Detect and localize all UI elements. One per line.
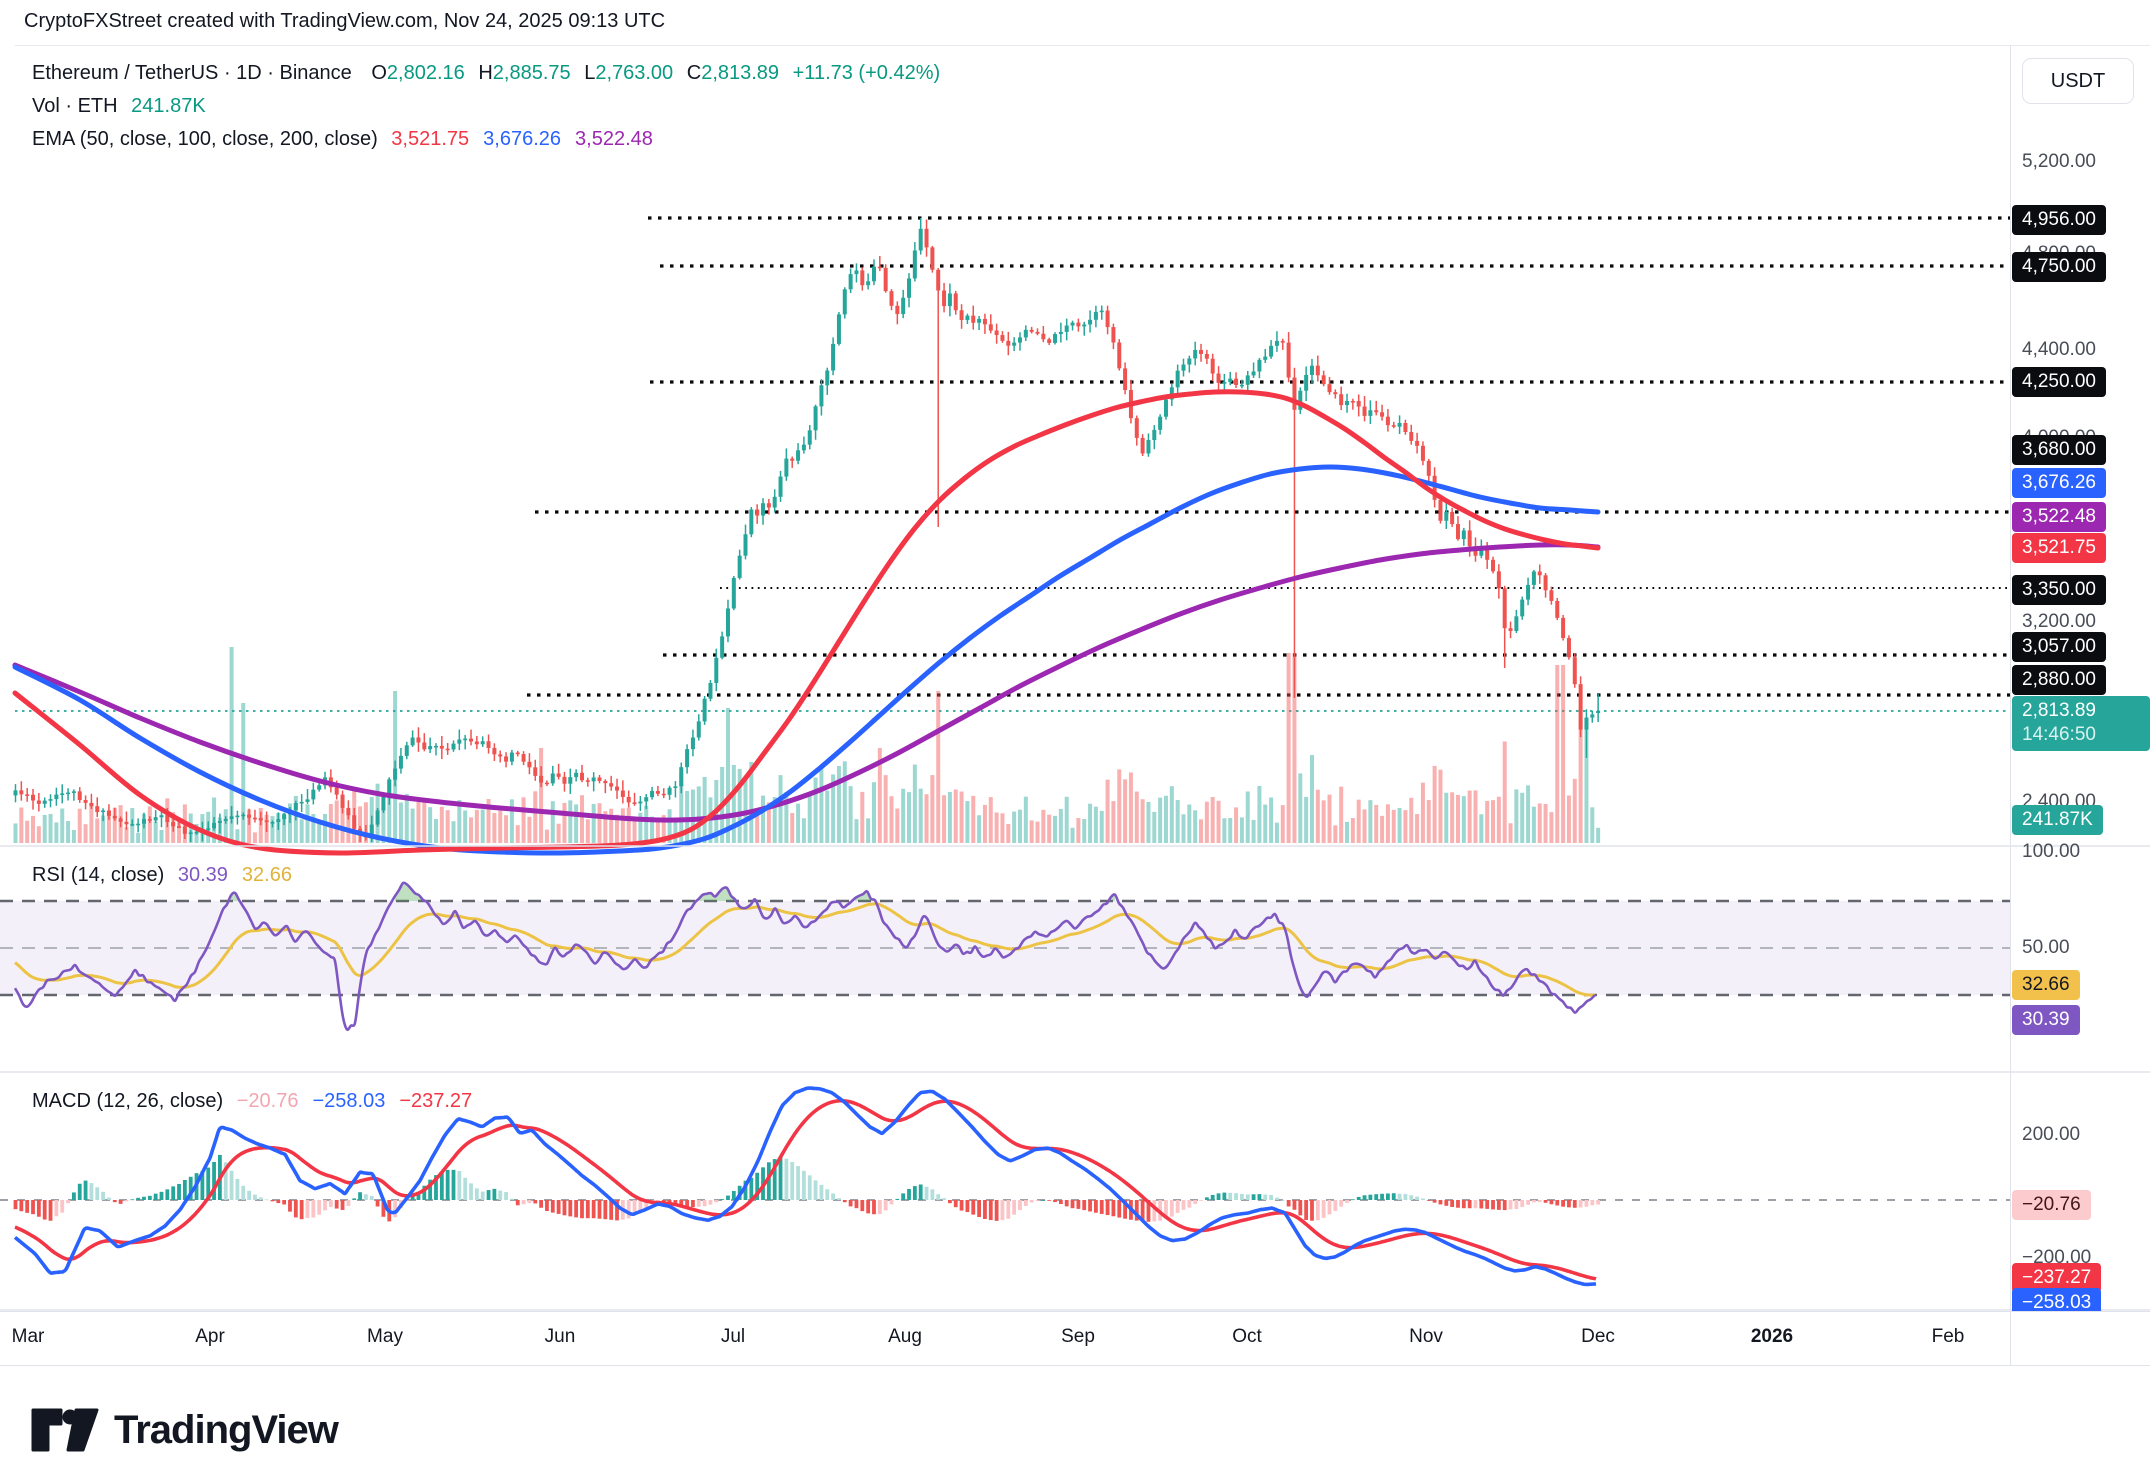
axis-tick-label: 100.00 [2022, 841, 2081, 862]
change-value: +11.73 (+0.42%) [792, 62, 941, 84]
rsi-values: 30.39 32.66 [178, 864, 306, 886]
ohlc-close-label: C [686, 62, 702, 84]
symbol-title: Ethereum / TetherUS · 1D · Binance [32, 62, 352, 84]
currency-toggle-button[interactable]: USDT [2022, 58, 2134, 104]
ema-value: 3,521.75 [391, 128, 470, 150]
ema-value: 3,522.48 [575, 128, 653, 150]
macd-legend[interactable]: MACD (12, 26, close) −20.76 −258.03 −237.2… [32, 1090, 486, 1113]
macd-value: −20.76 [236, 1090, 299, 1112]
price-level-badge: 3,676.26 [2012, 468, 2106, 498]
price-level-badge: 2,880.00 [2012, 665, 2106, 695]
axis-tick-label: 200.00 [2022, 1124, 2081, 1145]
rsi-legend[interactable]: RSI (14, close) 30.39 32.66 [32, 864, 306, 887]
rsi-label: RSI (14, close) [32, 864, 165, 886]
time-axis-label: Jul [720, 1326, 746, 1347]
ohlc-high-value: 2,885.75 [492, 62, 571, 84]
time-axis-label: Sep [1061, 1326, 1095, 1347]
ohlc-open-value: 2,802.16 [386, 62, 465, 84]
ohlc-high-label: H [478, 62, 493, 84]
tradingview-logo-text: TradingView [114, 1407, 339, 1452]
rsi-value: 30.39 [177, 864, 228, 886]
ema-legend[interactable]: EMA (50, close, 100, close, 200, close) … [32, 128, 667, 151]
axis-corner-divider [2010, 1312, 2011, 1366]
time-axis-label: Dec [1581, 1326, 1615, 1347]
current-price-badge: 2,813.89 14:46:50 [2012, 696, 2150, 751]
ema-label: EMA (50, close, 100, close, 200, close) [32, 128, 378, 150]
ema-value: 3,676.26 [483, 128, 562, 150]
time-axis-label: May [367, 1326, 403, 1347]
macd-label: MACD (12, 26, close) [32, 1090, 224, 1112]
current-price-value: 2,813.89 [2022, 700, 2096, 721]
time-axis[interactable]: Mar Apr May Jun Jul Aug Sep Oct Nov Dec 2026 Feb [0, 1311, 2150, 1366]
price-axis-divider [2010, 45, 2011, 1311]
price-level-badge: 3,522.48 [2012, 502, 2106, 532]
axis-tick-label: 5,200.00 [2022, 151, 2096, 172]
price-level-badge: 241.87K [2012, 805, 2103, 835]
volume-label: Vol · ETH [32, 95, 118, 117]
time-axis-label: Aug [888, 1326, 922, 1347]
time-axis-label: Apr [195, 1326, 225, 1347]
volume-legend[interactable]: Vol · ETH 241.87K [32, 95, 206, 118]
price-level-badge: 3,521.75 [2012, 533, 2106, 563]
time-axis-label: 2026 [1750, 1326, 1794, 1347]
ema-values: 3,521.75 3,676.26 3,522.48 [391, 128, 667, 150]
price-level-badge: 3,057.00 [2012, 632, 2106, 662]
price-level-badge: 3,680.00 [2012, 435, 2106, 465]
chart-bottom-border [0, 1365, 2150, 1366]
tradingview-logo-icon [31, 1408, 99, 1452]
axis-tick-label: 50.00 [2022, 937, 2070, 958]
time-axis-label: Jun [544, 1326, 576, 1347]
price-level-badge: 30.39 [2012, 1005, 2080, 1035]
price-level-badge: 4,956.00 [2012, 205, 2106, 235]
price-level-badge: 3,350.00 [2012, 575, 2106, 605]
price-level-badge: 32.66 [2012, 970, 2080, 1000]
time-axis-label: Mar [11, 1326, 45, 1347]
ohlc-low-label: L [584, 62, 596, 84]
tradingview-logo[interactable]: TradingView [30, 1404, 339, 1456]
ohlc-low-value: 2,763.00 [595, 62, 674, 84]
rsi-value: 32.66 [241, 864, 292, 886]
watermark-headline: CryptoFXStreet created with TradingView.… [24, 10, 666, 32]
macd-value: −258.03 [312, 1090, 386, 1112]
time-axis-label: Oct [1232, 1326, 1262, 1347]
axis-tick-label: 4,400.00 [2022, 339, 2096, 360]
ohlc-open-label: O [371, 62, 387, 84]
macd-value: −237.27 [399, 1090, 473, 1112]
volume-value: 241.87K [131, 95, 206, 117]
time-axis-label: Feb [1931, 1326, 1965, 1347]
axis-tick-label: 3,200.00 [2022, 611, 2096, 632]
symbol-legend[interactable]: Ethereum / TetherUS · 1D · Binance O2,80… [32, 62, 940, 85]
time-axis-label: Nov [1409, 1326, 1443, 1347]
price-level-badge: −20.76 [2012, 1190, 2091, 1220]
price-level-badge: 4,250.00 [2012, 367, 2106, 397]
price-level-badge: 4,750.00 [2012, 252, 2106, 282]
axis-tick-label: −200.00 [2022, 1247, 2092, 1268]
bar-countdown: 14:46:50 [2022, 724, 2096, 745]
chart-card-border [15, 45, 2150, 46]
macd-values: −20.76 −258.03 −237.27 [237, 1090, 486, 1112]
ohlc-close-value: 2,813.89 [701, 62, 780, 84]
